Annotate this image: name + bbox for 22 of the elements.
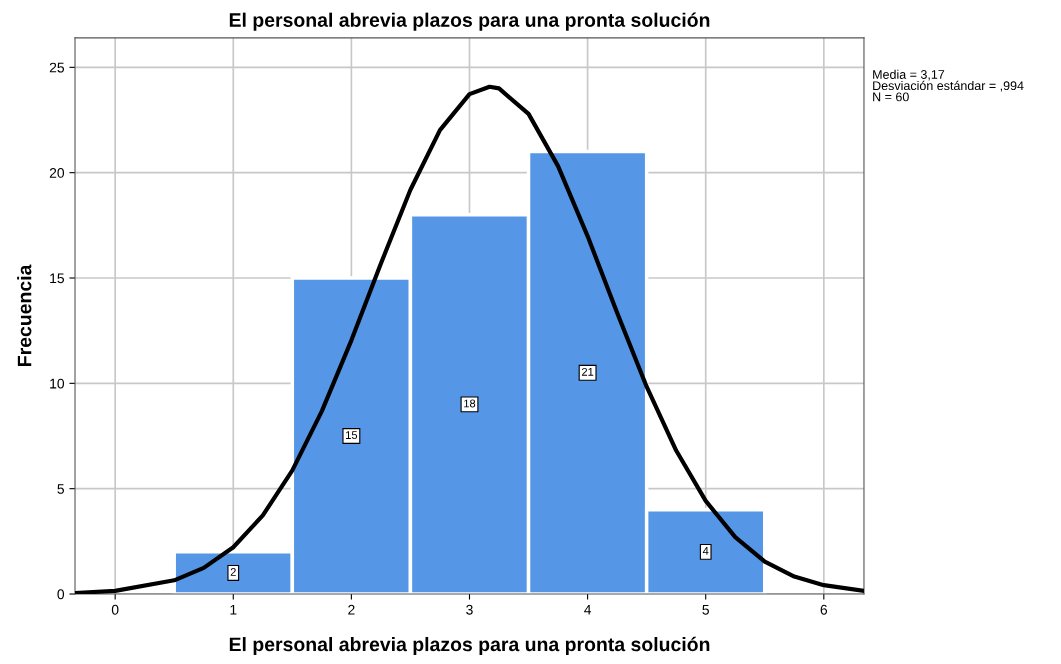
x-tick-label: 3 (466, 604, 473, 615)
y-tick-label: 15 (50, 273, 65, 284)
x-axis-title: El personal abrevia plazos para una pronta solución (229, 636, 710, 656)
data-label: 4 (702, 547, 709, 555)
y-tick-label: 20 (49, 168, 65, 178)
y-tick-label: 0 (57, 589, 65, 600)
data-label: 18 (464, 399, 476, 408)
y-tick-label: 25 (49, 62, 65, 73)
data-label: 21 (581, 367, 594, 376)
x-tick-label: 2 (348, 604, 355, 615)
x-tick-label: 4 (584, 604, 592, 615)
y-tick-label: 10 (50, 378, 65, 389)
y-axis-title: Frecuencia (17, 264, 32, 366)
y-tick-label: 5 (57, 484, 65, 494)
chart-title: El personal abrevia plazos para una pronta solución (229, 12, 710, 31)
x-tick-label: 1 (230, 604, 237, 615)
x-tick-label: 5 (702, 604, 709, 615)
data-label: 15 (346, 431, 358, 439)
x-tick-label: 6 (820, 604, 828, 615)
data-label: 2 (230, 568, 236, 576)
x-tick-label: 0 (111, 604, 119, 615)
text: Media = 3,17 Desviación estándar = ,994 N = 60 (873, 69, 1024, 102)
